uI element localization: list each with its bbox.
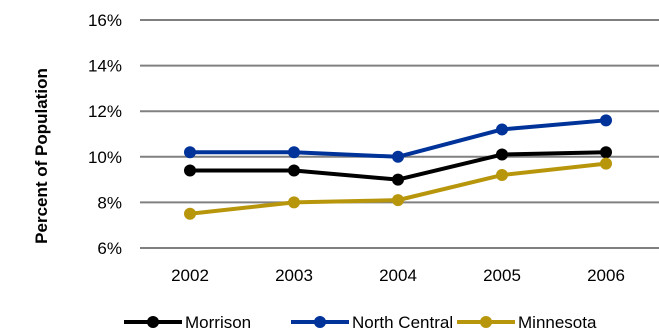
y-tick-label: 16% xyxy=(88,11,122,30)
data-point-minnesota xyxy=(496,169,508,182)
data-point-minnesota xyxy=(184,207,196,220)
x-tick-label: 2003 xyxy=(275,266,313,285)
y-axis-label: Percent of Population xyxy=(32,68,51,244)
x-tick-labels: 2002 2003 2004 2005 2006 xyxy=(171,266,625,285)
x-tick-label: 2006 xyxy=(587,266,625,285)
data-point-north-central xyxy=(496,123,508,136)
data-point-morrison xyxy=(184,164,196,177)
legend: Morrison North Central Minnesota xyxy=(124,313,597,332)
y-tick-labels: 6% 8% 10% 12% 14% 16% xyxy=(88,11,122,258)
y-tick-label: 6% xyxy=(97,239,122,258)
y-tick-label: 12% xyxy=(88,102,122,121)
data-point-north-central xyxy=(600,114,612,127)
y-tick-label: 10% xyxy=(88,148,122,167)
x-tick-label: 2005 xyxy=(483,266,521,285)
series-morrison xyxy=(184,146,612,186)
data-point-north-central xyxy=(184,146,196,159)
legend-item-morrison: Morrison xyxy=(124,313,251,332)
data-point-minnesota xyxy=(600,157,612,170)
gridlines xyxy=(140,19,659,249)
legend-label: Minnesota xyxy=(518,313,597,332)
x-tick-label: 2004 xyxy=(379,266,417,285)
legend-label: North Central xyxy=(352,313,453,332)
data-point-minnesota xyxy=(392,194,404,207)
legend-marker xyxy=(314,316,326,328)
legend-item-minnesota: Minnesota xyxy=(457,313,597,332)
legend-label: Morrison xyxy=(185,313,251,332)
data-point-morrison xyxy=(600,146,612,159)
series-north-central xyxy=(184,114,612,163)
y-tick-label: 14% xyxy=(88,57,122,76)
data-point-morrison xyxy=(496,148,508,161)
series-minnesota xyxy=(184,157,612,220)
data-point-morrison xyxy=(288,164,300,177)
data-point-minnesota xyxy=(288,196,300,209)
data-point-north-central xyxy=(392,150,404,163)
data-point-morrison xyxy=(392,173,404,186)
legend-marker xyxy=(147,316,159,328)
y-tick-label: 8% xyxy=(97,193,122,212)
series-lines xyxy=(184,114,612,220)
legend-marker xyxy=(480,316,492,328)
x-tick-label: 2002 xyxy=(171,266,209,285)
data-point-north-central xyxy=(288,146,300,159)
legend-item-north-central: North Central xyxy=(291,313,453,332)
